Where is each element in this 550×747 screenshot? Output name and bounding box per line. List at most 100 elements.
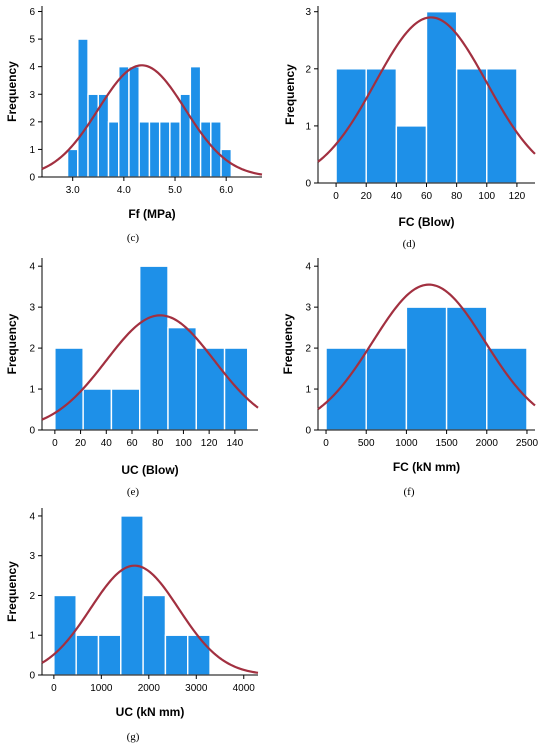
x-tick-label: 3000 — [185, 683, 208, 694]
normal-curve — [317, 283, 536, 411]
histogram-bar — [138, 121, 151, 178]
histogram-bar — [223, 347, 249, 431]
histogram-bar — [167, 326, 197, 431]
x-tick-label: 2500 — [516, 438, 539, 449]
histogram-bar — [75, 634, 100, 676]
x-tick-label: 1500 — [435, 438, 458, 449]
y-tick-label: 4 — [29, 511, 35, 522]
y-axis-label: Frequency — [281, 313, 295, 374]
normal-curve — [41, 64, 263, 176]
y-tick-label: 3 — [305, 7, 311, 18]
x-tick-label: 4000 — [233, 683, 256, 694]
histogram-bar — [87, 93, 99, 178]
histogram-bar — [128, 65, 140, 178]
histogram-5: 0 1 2 3 4 0 1000 2000 3000 4000 UC (kN mm) Frequenc… — [5, 508, 259, 743]
y-tick-label: 2 — [29, 591, 35, 602]
y-tick-label: 0 — [29, 671, 35, 682]
y-tick-label: 3 — [305, 303, 311, 314]
x-axis-label: Ff (MPa) — [128, 207, 175, 221]
y-tick-label: 1 — [29, 631, 35, 642]
y-axis-label: Frequency — [283, 64, 297, 125]
x-tick-label: 2000 — [138, 683, 161, 694]
y-tick-label: 1 — [305, 385, 311, 396]
y-axis-label: Frequency — [5, 61, 19, 122]
y-tick-label: 3 — [29, 551, 35, 562]
x-axis-label: FC (Blow) — [399, 215, 455, 229]
y-tick-label: 2 — [305, 64, 311, 75]
y-tick-label: 0 — [29, 426, 35, 437]
histogram-bar — [164, 634, 189, 676]
histogram-bar — [486, 347, 528, 431]
histogram-bar — [77, 38, 89, 178]
y-tick-label: 6 — [29, 7, 35, 18]
histogram-bar — [118, 65, 130, 178]
x-tick-label: 40 — [391, 191, 403, 202]
x-tick-label: 0 — [51, 683, 57, 694]
y-axis-label: Frequency — [5, 313, 19, 374]
histogram-bar — [139, 265, 169, 431]
histogram-4: 0 1 2 3 4 0 500 1000 1500 2000 2500 FC (kN mm) Frequ… — [281, 258, 539, 498]
histogram-bar — [199, 121, 212, 178]
histogram-bar — [187, 634, 211, 676]
histogram-bar — [120, 515, 144, 676]
x-tick-label: 4.0 — [117, 185, 131, 196]
x-tick-label: 5.0 — [168, 185, 182, 196]
histogram-bar — [107, 121, 120, 178]
histogram-bar — [179, 93, 192, 178]
histogram-bar — [425, 11, 458, 184]
y-tick-label: 1 — [29, 385, 35, 396]
x-axis-label: FC (kN mm) — [393, 460, 460, 474]
x-axis-label: UC (Blow) — [121, 463, 178, 477]
y-axis-label: Frequency — [5, 561, 19, 622]
histogram-bar — [82, 388, 113, 431]
y-tick-label: 4 — [29, 262, 35, 273]
x-tick-label: 0 — [333, 191, 339, 202]
figure-caption: (c) — [127, 232, 140, 244]
x-axis-label: UC (kN mm) — [116, 705, 185, 719]
x-tick-label: 120 — [509, 191, 526, 202]
histogram-bar — [148, 121, 161, 178]
histogram-bar — [405, 306, 448, 431]
x-tick-label: 100 — [175, 438, 192, 449]
x-tick-label: 20 — [361, 191, 373, 202]
x-tick-label: 1000 — [395, 438, 418, 449]
histogram-bar — [445, 306, 488, 431]
x-tick-label: 40 — [101, 438, 113, 449]
y-tick-label: 0 — [305, 179, 311, 190]
normal-curve — [41, 564, 259, 674]
x-tick-label: 1000 — [90, 683, 113, 694]
histogram-bar — [169, 121, 181, 178]
y-tick-label: 5 — [29, 35, 35, 46]
y-tick-label: 2 — [29, 117, 35, 128]
figure-caption: (d) — [403, 238, 416, 250]
histogram-2: 0 1 2 3 0 20 40 60 80 100 120 FC (Blow) Frequency (d) — [283, 6, 536, 250]
histogram-bar — [365, 347, 408, 431]
y-tick-label: 3 — [29, 303, 35, 314]
x-tick-label: 20 — [75, 438, 87, 449]
x-tick-label: 80 — [451, 191, 463, 202]
histogram-bar — [189, 65, 202, 178]
y-tick-label: 4 — [29, 62, 35, 73]
y-tick-label: 0 — [305, 426, 311, 437]
x-tick-label: 100 — [478, 191, 495, 202]
histogram-bar — [97, 634, 122, 676]
normal-curve — [41, 314, 259, 421]
histogram-bar — [335, 68, 367, 184]
histogram-bar — [142, 594, 167, 676]
x-tick-label: 3.0 — [66, 185, 80, 196]
histogram-bar — [110, 388, 141, 431]
histogram-bar — [455, 68, 488, 184]
y-tick-label: 4 — [305, 262, 311, 273]
x-tick-label: 0 — [52, 438, 58, 449]
figure-caption: (f) — [404, 486, 415, 498]
histogram-bar — [66, 148, 79, 178]
y-tick-label: 1 — [29, 145, 35, 156]
normal-curve — [317, 16, 536, 163]
histogram-bar — [195, 347, 226, 431]
y-tick-label: 0 — [29, 173, 35, 184]
x-tick-label: 2000 — [476, 438, 499, 449]
y-tick-label: 3 — [29, 90, 35, 101]
x-tick-label: 60 — [421, 191, 433, 202]
